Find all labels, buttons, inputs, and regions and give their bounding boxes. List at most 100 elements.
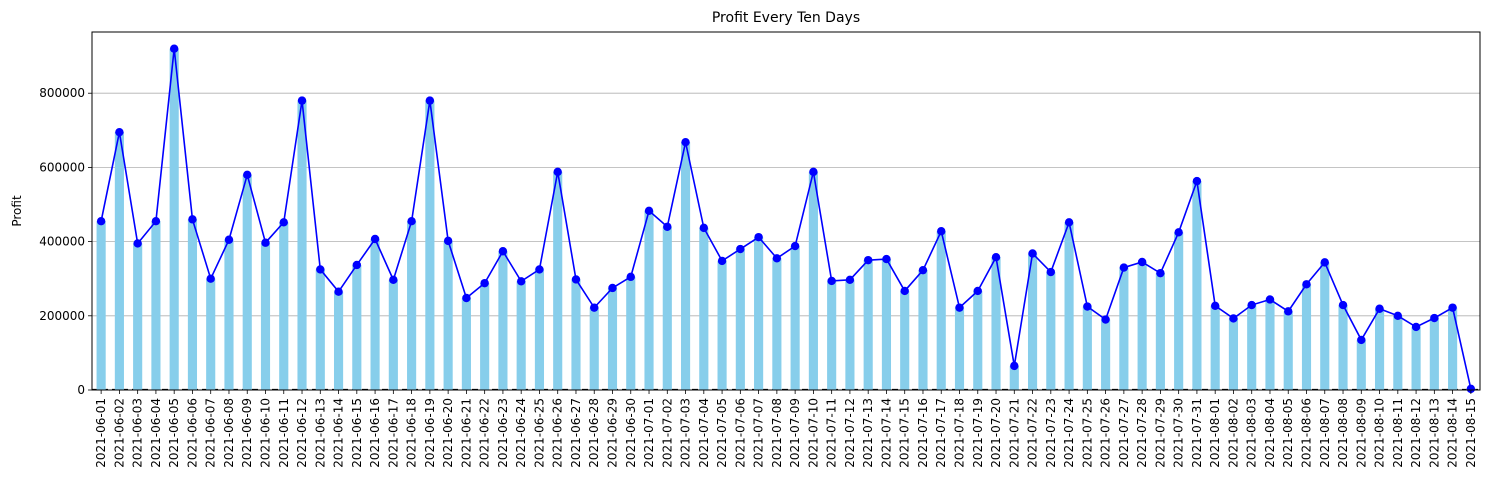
- bar: [607, 287, 618, 390]
- data-point: [663, 222, 672, 231]
- bar: [425, 100, 435, 390]
- x-tick-label: 2021-07-24: [1062, 398, 1076, 468]
- x-tick-label: 2021-06-16: [368, 398, 382, 468]
- bar: [224, 239, 234, 390]
- x-tick-label: 2021-08-14: [1446, 398, 1460, 468]
- data-point: [462, 293, 471, 303]
- x-tick-label: 2021-06-19: [423, 398, 437, 468]
- data-point: [224, 235, 234, 244]
- x-tick-label: 2021-07-16: [916, 398, 930, 468]
- bar: [1119, 267, 1129, 390]
- bar: [352, 264, 362, 390]
- data-point: [937, 227, 946, 236]
- data-point: [882, 254, 891, 264]
- bar: [114, 132, 124, 390]
- data-point: [535, 265, 544, 274]
- axes: 0 200000 400000 600000 800000 2021-06-01 2021-…: [39, 86, 1478, 468]
- bar: [133, 243, 143, 390]
- data-point: [845, 275, 855, 285]
- bar: [1009, 365, 1019, 390]
- data-point: [243, 170, 252, 180]
- data-point: [1028, 249, 1037, 258]
- x-tick-label: 2021-07-09: [788, 398, 802, 468]
- bar: [1448, 307, 1458, 390]
- x-tick-label: 2021-07-04: [697, 398, 711, 468]
- data-point: [1393, 311, 1403, 321]
- bar: [1338, 305, 1348, 390]
- data-point: [480, 278, 489, 288]
- bar: [96, 221, 106, 390]
- data-point: [681, 137, 690, 147]
- bar: [1374, 308, 1385, 390]
- x-tick-label: 2021-07-15: [898, 398, 912, 468]
- bar: [169, 48, 179, 390]
- data-point: [1430, 313, 1439, 323]
- x-tick-label: 2021-06-29: [606, 398, 620, 468]
- data-point: [425, 96, 435, 105]
- bar: [936, 231, 946, 390]
- data-point: [900, 286, 909, 296]
- data-point: [590, 303, 599, 312]
- data-point: [206, 274, 215, 283]
- x-tick-label: 2021-07-11: [825, 398, 839, 468]
- data-point: [115, 127, 124, 137]
- y-axis-label: Profit: [10, 195, 24, 227]
- x-tick-label: 2021-07-27: [1117, 398, 1131, 468]
- bar: [881, 259, 892, 390]
- data-point: [1229, 314, 1238, 323]
- x-tick-label: 2021-06-17: [386, 398, 400, 468]
- data-point: [1046, 267, 1056, 277]
- data-point: [790, 241, 800, 251]
- bar: [315, 269, 325, 390]
- x-tick-label: 2021-07-02: [660, 398, 674, 468]
- bar: [973, 290, 983, 390]
- data-point: [1411, 322, 1421, 332]
- data-point: [955, 303, 964, 312]
- bar: [260, 242, 271, 390]
- bar: [754, 237, 764, 390]
- x-tick-label: 2021-07-06: [733, 398, 747, 468]
- x-tick-label: 2021-06-13: [313, 398, 327, 468]
- x-tick-label: 2021-07-28: [1135, 398, 1149, 468]
- x-tick-label: 2021-08-15: [1464, 398, 1478, 468]
- data-point: [699, 223, 709, 233]
- data-point: [96, 217, 106, 226]
- x-tick-label: 2021-06-24: [514, 398, 528, 468]
- x-tick-label: 2021-06-25: [532, 398, 546, 468]
- data-point: [1466, 384, 1476, 394]
- data-point: [736, 244, 745, 254]
- bar: [790, 246, 800, 390]
- bar: [1192, 181, 1202, 390]
- bar: [827, 280, 837, 390]
- data-point: [1064, 218, 1074, 227]
- bar: [1356, 339, 1366, 390]
- x-tick-label: 2021-08-02: [1226, 398, 1240, 468]
- data-point: [1302, 280, 1311, 289]
- x-tick-label: 2021-07-18: [953, 398, 967, 468]
- x-tick-label: 2021-07-03: [679, 398, 693, 468]
- x-tick-label: 2021-06-27: [569, 398, 583, 468]
- data-point: [772, 254, 782, 263]
- x-tick-label: 2021-06-01: [94, 398, 108, 468]
- bar: [1027, 253, 1038, 390]
- data-point: [827, 276, 836, 286]
- bar: [1301, 284, 1312, 390]
- data-point: [918, 265, 928, 275]
- x-tick-label: 2021-06-04: [149, 398, 163, 468]
- bar: [1174, 232, 1184, 390]
- data-point: [1357, 335, 1366, 345]
- data-point: [443, 236, 453, 246]
- data-point: [754, 232, 763, 242]
- bar: [1320, 262, 1330, 390]
- data-point: [1119, 263, 1129, 272]
- x-tick-label: 2021-06-09: [240, 398, 254, 468]
- x-tick-label: 2021-06-20: [441, 398, 455, 468]
- bar: [1155, 273, 1165, 390]
- x-tick-label: 2021-07-14: [879, 398, 893, 468]
- x-tick-label: 2021-07-12: [843, 398, 857, 468]
- x-tick-label: 2021-06-14: [332, 398, 346, 468]
- bar: [680, 142, 691, 390]
- data-point: [370, 234, 380, 244]
- data-point: [553, 167, 562, 177]
- data-point: [169, 44, 179, 53]
